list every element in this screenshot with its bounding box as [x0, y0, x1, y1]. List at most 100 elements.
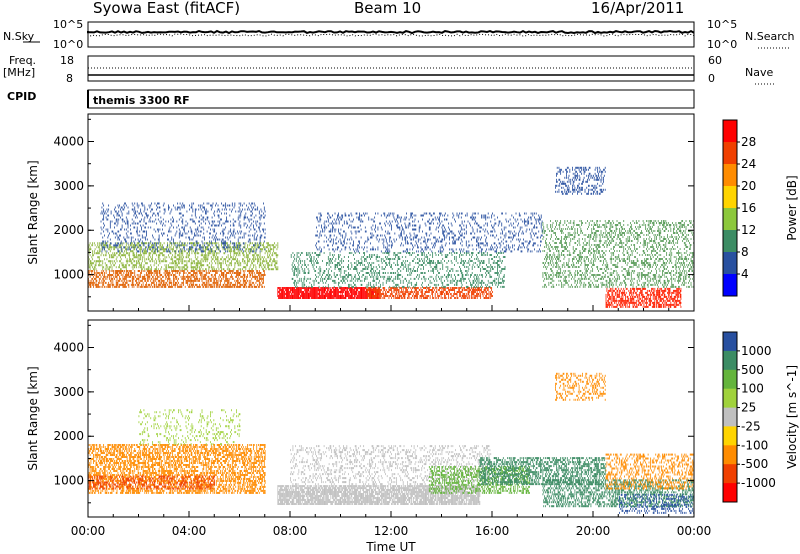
echo-cell — [119, 246, 120, 249]
echo-cell — [312, 295, 314, 297]
echo-cell — [486, 297, 487, 299]
echo-cell — [141, 256, 143, 259]
echo-cell — [224, 270, 226, 272]
echo-cell — [141, 279, 143, 282]
echo-cell — [315, 260, 317, 262]
echo-cell — [183, 277, 185, 280]
echo-cell — [472, 291, 474, 293]
echo-cell — [242, 204, 243, 207]
echo-cell — [204, 283, 205, 286]
echo-cell — [134, 202, 136, 205]
echo-cell — [321, 287, 322, 289]
echo-cell — [198, 242, 200, 245]
echo-cell — [243, 236, 245, 239]
echo-cell — [362, 291, 364, 293]
echo-cell — [354, 287, 356, 289]
echo-cell — [194, 234, 195, 237]
echo-cell — [161, 232, 163, 235]
echo-cell — [240, 272, 242, 274]
echo-cell — [259, 260, 261, 263]
echo-cell — [106, 275, 108, 278]
echo-cell — [370, 295, 371, 297]
echo-cell — [203, 206, 205, 209]
echo-cell — [163, 232, 165, 235]
echo-cell — [356, 291, 358, 293]
echo-cell — [374, 279, 376, 282]
echo-cell — [205, 256, 206, 259]
echo-cell — [248, 272, 250, 274]
echo-cell — [363, 291, 365, 293]
echo-cell — [114, 264, 115, 267]
echo-cell — [335, 295, 337, 297]
echo-cell — [215, 277, 216, 280]
echo-cell — [372, 272, 374, 274]
echo-cell — [136, 256, 138, 259]
echo-cell — [155, 250, 157, 253]
echo-cell — [124, 270, 126, 272]
echo-cell — [234, 242, 236, 245]
echo-cell — [445, 297, 447, 299]
echo-cell — [403, 293, 405, 295]
echo-cell — [148, 254, 150, 257]
echo-cell — [155, 230, 157, 233]
echo-cell — [146, 258, 147, 261]
echo-cell — [199, 270, 200, 272]
echo-cell — [183, 274, 184, 276]
echo-cell — [176, 266, 178, 269]
echo-cell — [286, 295, 288, 297]
echo-cell — [352, 293, 354, 295]
echo-cell — [114, 208, 115, 211]
echo-cell — [290, 293, 292, 295]
echo-cell — [101, 252, 103, 255]
echo-cell — [157, 238, 159, 241]
echo-cell — [256, 279, 258, 282]
echo-cell — [379, 295, 381, 297]
echo-cell — [210, 242, 211, 245]
echo-cell — [255, 208, 257, 211]
echo-cell — [88, 264, 90, 267]
echo-cell — [324, 297, 326, 299]
echo-cell — [178, 268, 180, 271]
echo-cell — [348, 285, 350, 288]
echo-cell — [203, 202, 205, 205]
echo-cell — [284, 293, 285, 295]
echo-cell — [215, 281, 216, 284]
echo-cell — [370, 270, 372, 272]
echo-cell — [180, 254, 182, 257]
echo-cell — [140, 224, 142, 227]
echo-cell — [338, 297, 340, 299]
echo-cell — [98, 275, 99, 278]
echo-cell — [154, 248, 156, 251]
echo-cell — [294, 293, 296, 295]
echo-cell — [151, 270, 152, 272]
echo-cell — [291, 277, 293, 280]
echo-cell — [325, 287, 327, 289]
echo-cell — [247, 256, 249, 259]
echo-cell — [371, 293, 373, 295]
echo-cell — [276, 268, 278, 271]
echo-cell — [472, 287, 474, 289]
echo-cell — [102, 202, 104, 205]
nsky-label: N.Sky — [3, 31, 34, 42]
echo-cell — [170, 210, 172, 213]
nsky-tick-top: 10^5 — [53, 19, 83, 30]
echo-cell — [129, 260, 131, 263]
echo-cell — [182, 222, 184, 225]
echo-cell — [218, 260, 220, 263]
echo-cell — [211, 242, 213, 245]
echo-cell — [213, 246, 215, 249]
echo-cell — [90, 248, 92, 251]
echo-cell — [253, 216, 255, 219]
echo-cell — [159, 258, 161, 261]
echo-cell — [267, 264, 269, 267]
echo-cell — [130, 242, 132, 245]
echo-cell — [347, 293, 349, 295]
echo-cell — [295, 289, 297, 291]
echo-cell — [184, 268, 186, 271]
echo-cell — [135, 246, 136, 249]
echo-cell — [225, 226, 227, 229]
echo-cell — [207, 216, 209, 219]
echo-cell — [448, 295, 450, 297]
echo-cell — [148, 248, 150, 251]
echo-cell — [125, 244, 127, 247]
